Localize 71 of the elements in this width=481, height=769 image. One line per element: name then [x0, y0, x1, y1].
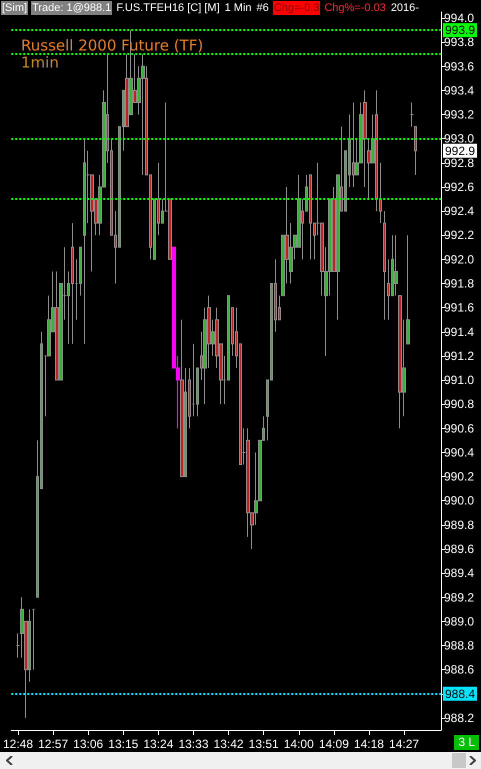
- y-tick-label: 989.2: [444, 590, 474, 604]
- annotation: F.US.TFEH16 [C] [M]: [115, 1, 221, 15]
- candlestick: [398, 295, 402, 429]
- candlestick: [83, 138, 86, 344]
- candlestick: [180, 319, 184, 478]
- ref-line-label: 988.4: [445, 686, 476, 701]
- candlestick: [55, 270, 59, 381]
- candlestick: [352, 102, 355, 188]
- annotation: Chg%=-0.03: [323, 1, 387, 15]
- annotation: 1 Min: [224, 1, 253, 15]
- annotation: #6: [256, 1, 270, 15]
- y-tick-label: 993.4: [444, 83, 474, 98]
- y-tick-label: 989.8: [444, 518, 474, 532]
- annotation: [Sim]: [1, 1, 28, 15]
- x-tick-label: 13:33: [178, 737, 209, 751]
- y-tick-label: 992.2: [444, 228, 474, 242]
- y-tick-label: 993.6: [444, 59, 474, 74]
- candlestick: [394, 234, 398, 296]
- y-tick-label: 991.4: [444, 324, 474, 339]
- y-tick-label: 992.6: [444, 180, 474, 194]
- y-tick-label: 991.2: [444, 348, 474, 363]
- candlestick: [363, 90, 367, 188]
- candlestick: [71, 222, 74, 344]
- y-tick-label: 992.8: [444, 156, 474, 170]
- y-tick-label: 991.6: [444, 300, 474, 315]
- y-tick-label: 993.8: [444, 35, 474, 50]
- y-tick-label: 990.6: [444, 421, 474, 436]
- y-tick-label: 989.4: [444, 566, 474, 580]
- ref-line-label: 993.9: [445, 23, 476, 38]
- y-tick-label: 990.8: [444, 397, 474, 412]
- y-tick-label: 994.0: [444, 11, 474, 26]
- candlestick: [410, 102, 414, 128]
- x-tick-label: 14:00: [284, 737, 314, 751]
- y-tick-label: 990.2: [444, 470, 474, 484]
- y-tick-label: 990.4: [444, 445, 474, 460]
- candlestick: [379, 162, 382, 224]
- x-tick-label: 14:18: [354, 737, 384, 751]
- candlestick: [406, 234, 410, 344]
- y-tick-label: 988.8: [444, 638, 474, 653]
- annotation: Chg=-0.3: [272, 1, 320, 15]
- x-tick-label: 13:15: [108, 737, 139, 751]
- annotation: 992.9: [445, 144, 476, 158]
- candlestick: [383, 210, 386, 320]
- x-tick-label: 13:24: [143, 737, 174, 751]
- x-tick-label: 13:06: [73, 737, 104, 751]
- y-tick-label: 991.0: [444, 373, 474, 388]
- y-tick-label: 989.0: [444, 614, 474, 628]
- y-tick-label: 991.8: [444, 276, 474, 291]
- candlestick: [414, 126, 417, 176]
- y-tick-label: 993.2: [444, 108, 474, 122]
- text: 1min: [21, 54, 59, 72]
- candlestick: [141, 54, 145, 176]
- annotation: 2016-: [390, 1, 420, 15]
- candlestick: [32, 608, 35, 670]
- y-tick-label: 992.4: [444, 204, 474, 218]
- x-tick-label: 13:51: [248, 737, 280, 751]
- y-tick-label: 988.2: [444, 710, 474, 725]
- annotation: Trade: 1@988.1: [31, 1, 112, 15]
- x-tick-label: 14:27: [389, 737, 420, 751]
- y-tick-label: 989.6: [444, 542, 474, 556]
- candlestick: [309, 174, 312, 260]
- y-tick-label: 993.0: [444, 132, 474, 146]
- x-tick-label: 13:42: [214, 737, 244, 751]
- candlestick: [375, 90, 378, 212]
- x-tick-label: 12:48: [3, 737, 34, 751]
- y-tick-label: 990.0: [444, 494, 474, 508]
- x-tick-label: 14:09: [318, 737, 350, 751]
- text: 3 L: [454, 735, 479, 750]
- y-tick-label: 992.0: [444, 252, 474, 266]
- x-tick-label: 12:57: [38, 737, 68, 751]
- y-tick-label: 988.6: [444, 662, 474, 677]
